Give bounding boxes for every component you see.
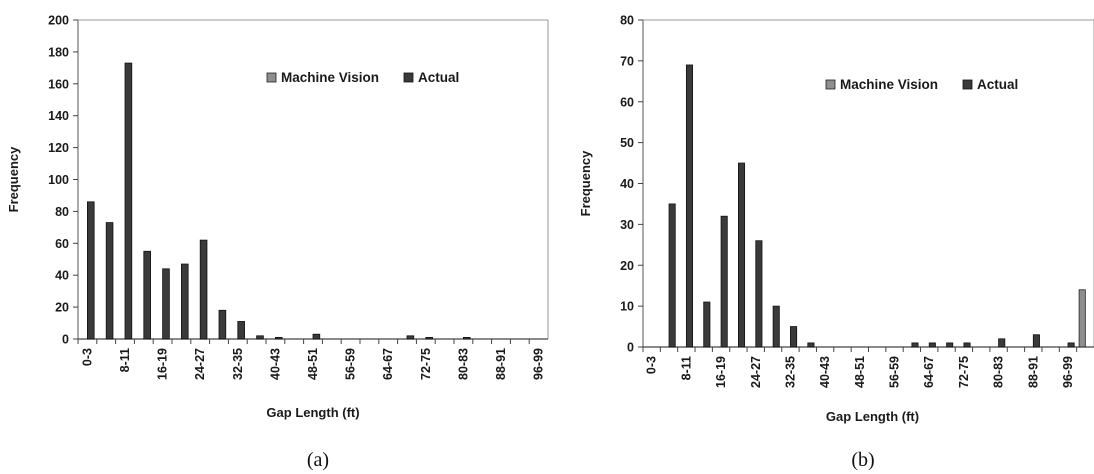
x-tick-label: 0-3 xyxy=(645,356,659,374)
bar-actual xyxy=(738,162,746,348)
legend-label-actual: Actual xyxy=(977,77,1018,92)
bar-actual xyxy=(998,338,1006,348)
x-tick-label: 16-19 xyxy=(714,356,728,388)
chart-panel-a: 0 20 40 60 80 100 120 140 160 180 200 0-3 8-11 16-19 2… xyxy=(6,14,549,471)
x-tick-label: 0-3 xyxy=(80,348,94,366)
y-tick-label: 0 xyxy=(62,333,69,347)
chart-panel-b: 0 10 20 30 40 50 60 70 80 0-3 8-11 16-19 24-27 32-35 4… xyxy=(578,14,1094,471)
bar-actual xyxy=(720,215,728,348)
x-tick-label: 48-51 xyxy=(853,356,867,388)
bar-actual xyxy=(928,342,936,348)
x-tick-label: 32-35 xyxy=(783,356,797,388)
y-tick-label: 180 xyxy=(48,45,69,59)
legend-label-machine-vision: Machine Vision xyxy=(281,70,379,85)
bar-actual xyxy=(1067,342,1075,348)
bar-actual xyxy=(87,201,95,340)
y-tick-label: 160 xyxy=(48,77,69,91)
x-tick-label: 40-43 xyxy=(818,356,832,388)
bar-actual xyxy=(425,337,433,340)
bar-actual xyxy=(772,305,780,348)
bar-actual xyxy=(703,301,711,348)
y-tick-label: 10 xyxy=(620,300,634,314)
panel-caption: (a) xyxy=(307,449,329,471)
bar-actual xyxy=(237,321,245,340)
x-tick-label: 80-83 xyxy=(992,356,1006,388)
y-tick-label: 40 xyxy=(55,269,69,283)
y-tick-label: 60 xyxy=(55,237,69,251)
x-tick-label: 8-11 xyxy=(679,356,693,380)
y-tick-label: 200 xyxy=(48,14,69,28)
x-tick-label: 24-27 xyxy=(193,348,207,380)
legend: Machine Vision Actual xyxy=(825,77,1018,92)
bar-actual xyxy=(180,263,189,340)
x-tick-label: 72-75 xyxy=(957,356,971,388)
bar-actual xyxy=(462,337,471,340)
x-tick-label: 56-59 xyxy=(344,348,358,380)
bar-actual xyxy=(218,309,227,340)
x-axis-title: Gap Length (ft) xyxy=(266,405,359,420)
legend-label-machine-vision: Machine Vision xyxy=(840,77,938,92)
y-tick-label: 60 xyxy=(620,95,634,109)
bar-actual xyxy=(256,335,264,340)
y-axis-title: Frequency xyxy=(578,150,593,217)
bar-actual xyxy=(790,326,798,348)
bar-actual xyxy=(105,222,114,340)
x-tick-label: 72-75 xyxy=(419,348,433,380)
y-tick-label: 120 xyxy=(48,141,69,155)
bar-actual xyxy=(1032,334,1040,348)
bar-machine-vision xyxy=(1078,289,1086,348)
x-tick-label: 32-35 xyxy=(231,348,245,380)
bar-actual xyxy=(124,62,133,340)
x-tick-label: 96-99 xyxy=(1061,356,1075,388)
y-tick-label: 50 xyxy=(620,136,634,150)
x-tick-label: 64-67 xyxy=(922,356,936,388)
x-tick-label: 88-91 xyxy=(1026,356,1040,388)
bar-actual xyxy=(685,64,694,348)
legend-label-actual: Actual xyxy=(418,70,459,85)
x-tick-label: 96-99 xyxy=(532,348,546,380)
bar-actual xyxy=(312,333,321,340)
legend-swatch-actual xyxy=(403,72,414,83)
x-tick-label: 24-27 xyxy=(749,356,763,388)
y-tick-label: 30 xyxy=(620,218,634,232)
y-tick-label: 0 xyxy=(627,341,634,355)
bar-actual xyxy=(755,240,763,348)
bar-actual xyxy=(199,239,208,340)
x-tick-label: 56-59 xyxy=(888,356,902,388)
y-tick-label: 20 xyxy=(620,259,634,273)
bar-actual xyxy=(162,268,170,340)
x-tick-label: 80-83 xyxy=(456,348,470,380)
legend-swatch-machine-vision xyxy=(825,79,836,90)
x-tick-label: 8-11 xyxy=(118,348,132,372)
y-tick-label: 100 xyxy=(48,173,69,187)
y-tick-label: 40 xyxy=(620,177,634,191)
y-tick-label: 80 xyxy=(620,14,634,28)
y-tick-label: 70 xyxy=(620,54,634,68)
y-tick-label: 80 xyxy=(55,205,69,219)
bar-actual xyxy=(274,337,283,340)
x-tick-label: 48-51 xyxy=(306,348,320,380)
panel-caption: (b) xyxy=(851,449,874,471)
x-tick-label: 64-67 xyxy=(381,348,395,380)
bar-actual xyxy=(668,203,676,348)
legend: Machine Vision Actual xyxy=(266,70,459,85)
bar-actual xyxy=(807,342,815,348)
y-axis-title: Frequency xyxy=(6,146,21,213)
bar-actual xyxy=(406,335,415,340)
bar-actual xyxy=(946,342,954,348)
x-axis-title: Gap Length (ft) xyxy=(826,409,919,424)
y-tick-label: 140 xyxy=(48,109,69,123)
x-tick-label: 16-19 xyxy=(156,348,170,380)
bar-actual xyxy=(911,342,919,348)
y-tick-label: 20 xyxy=(55,301,69,315)
legend-swatch-machine-vision xyxy=(266,72,277,83)
legend-swatch-actual xyxy=(962,79,973,90)
x-tick-label: 88-91 xyxy=(494,348,508,380)
bar-actual xyxy=(143,250,151,340)
bar-actual xyxy=(963,342,971,348)
x-tick-label: 40-43 xyxy=(268,348,282,380)
